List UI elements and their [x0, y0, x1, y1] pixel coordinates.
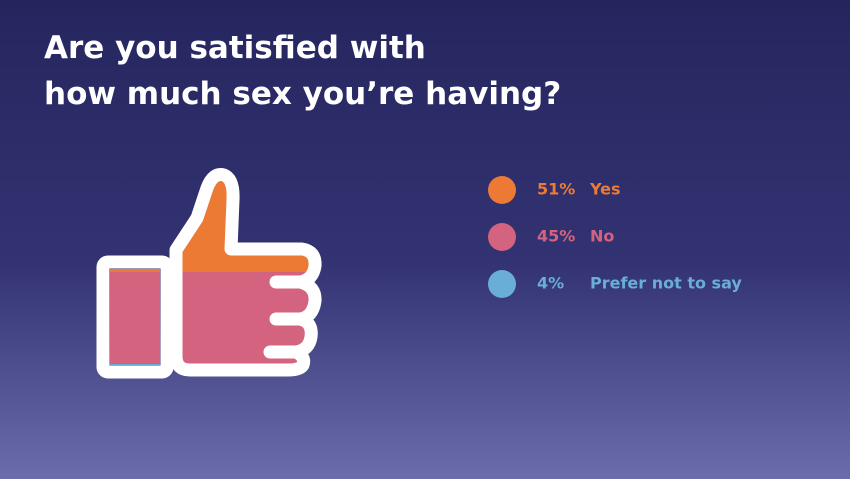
thumb-outline	[96, 168, 322, 379]
legend-marker	[488, 176, 516, 204]
chart-title: how much sex you’re having?	[44, 76, 561, 112]
value-label: 4%	[537, 274, 564, 293]
value-label: 51%	[537, 180, 575, 199]
value-label: 45%	[537, 227, 575, 246]
chart-title: Are you satisfied with	[44, 30, 426, 66]
legend-label: Yes	[589, 180, 621, 199]
legend-marker	[488, 223, 516, 251]
legend-label: Prefer not to say	[590, 274, 742, 293]
legend-marker	[488, 270, 516, 298]
legend-label: No	[590, 227, 614, 246]
